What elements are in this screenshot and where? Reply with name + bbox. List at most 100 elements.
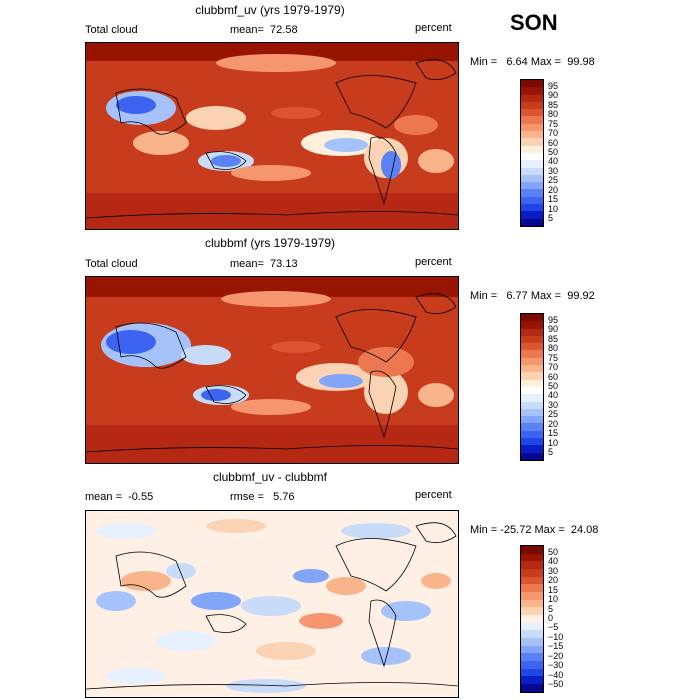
colorbar-segment — [521, 394, 543, 402]
colorbar-tick-label: 75 — [548, 352, 559, 363]
colorbar-segment — [521, 452, 543, 460]
panel3-mean-label: mean = -0.55 — [85, 491, 154, 503]
colorbar-segment — [521, 372, 543, 380]
colorbar-segment — [521, 80, 543, 88]
colorbar-segment — [521, 561, 543, 570]
colorbar-tick-label: −40 — [548, 669, 564, 680]
colorbar-segment — [521, 423, 543, 431]
colorbar-segment — [521, 430, 543, 439]
colorbar-segment — [521, 546, 543, 554]
panel1-variable-label: Total cloud — [85, 24, 138, 36]
colorbar-tick-label: −20 — [548, 650, 564, 661]
panel2-minmax: Min = 6.77 Max = 99.92 — [470, 290, 595, 302]
colorbar-segment — [521, 174, 543, 183]
colorbar-tick-label: 5 — [548, 213, 554, 224]
colorbar-tick-label: 40 — [548, 390, 559, 401]
colorbar-segment — [521, 438, 543, 446]
panel3-title: clubbmf_uv - clubbmf — [212, 470, 328, 484]
colorbar-tick-label: 15 — [548, 584, 559, 595]
colorbar-tick-label: −10 — [548, 631, 564, 642]
colorbar-segment — [521, 386, 543, 395]
colorbar-segment — [521, 321, 543, 329]
colorbar-segment — [521, 379, 543, 387]
panel1-unit-label: percent — [415, 22, 452, 34]
panel2-map — [85, 276, 459, 464]
colorbar-segment — [521, 553, 543, 562]
colorbar-segment — [521, 357, 543, 366]
colorbar-segment — [521, 101, 543, 110]
colorbar-segment — [521, 684, 543, 692]
colorbar-segment — [521, 87, 543, 95]
colorbar-segment — [521, 576, 543, 585]
colorbar-tick-label: 85 — [548, 99, 559, 110]
panel1-mean-label: mean= 72.58 — [230, 24, 298, 36]
colorbar-tick-label: 15 — [548, 428, 559, 439]
colorbar-segment — [521, 630, 543, 639]
colorbar-tick-label: 90 — [548, 90, 559, 101]
colorbar-tick-label: 90 — [548, 324, 559, 335]
colorbar-tick-label: 85 — [548, 333, 559, 344]
colorbar-segment — [521, 569, 543, 577]
colorbar-segment — [521, 607, 543, 616]
colorbar-segment — [521, 109, 543, 117]
colorbar-segment — [521, 592, 543, 600]
panel1-title: clubbmf_uv (yrs 1979-1979) — [195, 3, 345, 17]
colorbar-tick-label: 50 — [548, 381, 559, 391]
colorbar-tick-label: 25 — [548, 175, 559, 186]
colorbar-segment — [521, 138, 543, 146]
colorbar-tick-label: 30 — [548, 399, 559, 410]
colorbar-segment — [521, 167, 543, 175]
colorbar-tick-label: −30 — [548, 660, 564, 671]
colorbar-segment — [521, 314, 543, 322]
colorbar-tick-label: −15 — [548, 641, 564, 652]
colorbar-segment — [521, 661, 543, 669]
colorbar-tick-label: 50 — [548, 147, 559, 157]
panel3-colorbar — [520, 545, 544, 693]
colorbar-tick-label: 10 — [548, 594, 559, 605]
colorbar-tick-label: 10 — [548, 437, 559, 448]
colorbar-segment — [521, 211, 543, 219]
colorbar-segment — [521, 94, 543, 102]
panel2-variable-label: Total cloud — [85, 258, 138, 270]
colorbar-segment — [521, 622, 543, 631]
panel2-colorbar — [520, 313, 544, 461]
colorbar-segment — [521, 116, 543, 124]
panel2-mean-label: mean= 73.13 — [230, 258, 298, 270]
colorbar-tick-label: 80 — [548, 109, 559, 120]
colorbar-segment — [521, 599, 543, 608]
colorbar-segment — [521, 145, 543, 153]
colorbar-tick-label: 25 — [548, 409, 559, 420]
colorbar-segment — [521, 350, 543, 358]
colorbar-segment — [521, 189, 543, 197]
panel2-title: clubbmf (yrs 1979-1979) — [204, 236, 336, 250]
panel1-colorbar — [520, 79, 544, 227]
colorbar-tick-label: 0 — [548, 613, 554, 623]
colorbar-tick-label: 70 — [548, 362, 559, 373]
colorbar-segment — [521, 131, 543, 139]
colorbar-segment — [521, 328, 543, 336]
panel1-map — [85, 42, 459, 230]
colorbar-tick-label: 20 — [548, 184, 559, 195]
colorbar-tick-label: 75 — [548, 118, 559, 129]
colorbar-segment — [521, 152, 543, 161]
colorbar-tick-label: 30 — [548, 565, 559, 576]
colorbar-tick-label: −50 — [548, 679, 564, 690]
colorbar-segment — [521, 416, 543, 424]
colorbar-tick-label: 60 — [548, 371, 559, 382]
colorbar-segment — [521, 343, 543, 351]
colorbar-tick-label: 20 — [548, 575, 559, 586]
panel2-map-plot — [86, 277, 458, 463]
panel1-map-plot — [86, 43, 458, 229]
colorbar-segment — [521, 196, 543, 205]
colorbar-segment — [521, 638, 543, 646]
panel1-minmax: Min = 6.64 Max = 99.98 — [470, 56, 595, 68]
panel3-map — [85, 510, 459, 698]
colorbar-tick-label: −5 — [548, 622, 559, 633]
colorbar-segment — [521, 204, 543, 212]
colorbar-tick-label: 5 — [548, 603, 554, 614]
colorbar-segment — [521, 408, 543, 417]
colorbar-tick-label: 10 — [548, 203, 559, 214]
colorbar-tick-label: 60 — [548, 137, 559, 148]
colorbar-tick-label: 80 — [548, 343, 559, 354]
colorbar-segment — [521, 668, 543, 677]
